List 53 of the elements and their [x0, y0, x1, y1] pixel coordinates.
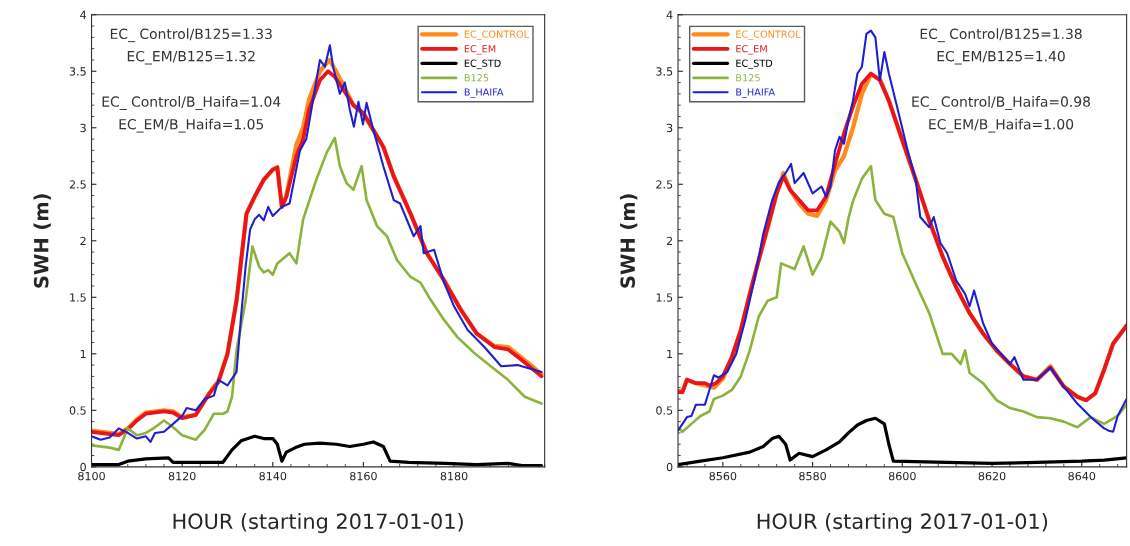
- legend-label: B_HAIFA: [464, 88, 504, 98]
- line-series: [678, 29, 1127, 433]
- y-tick-label: 0.5: [656, 406, 673, 415]
- y-tick-label: 1.5: [656, 293, 673, 302]
- annotation: EC_ Control/B125=1.38: [920, 28, 1082, 43]
- y-tick-label: 0: [666, 462, 673, 472]
- legend-label: B125: [464, 74, 489, 82]
- y-tick-label: 3: [666, 123, 673, 133]
- y-tick-label: 0.5: [69, 406, 86, 415]
- legend-label: EC_EM: [464, 45, 496, 55]
- y-tick-label: 1: [80, 349, 86, 359]
- line-series: [678, 164, 1127, 434]
- annotation: EC_ Control/B125=1.33: [110, 28, 272, 43]
- legend-label: EC_STD: [464, 59, 501, 70]
- y-tick-label: 2.5: [656, 180, 673, 189]
- y-tick-label: 2: [666, 236, 673, 246]
- annotation: EC_EM/B125=1.32: [127, 50, 255, 65]
- x-tick-label: 8160: [350, 471, 377, 481]
- legend-label: B_HAIFA: [736, 88, 775, 98]
- x-tick-label: 8560: [709, 471, 737, 481]
- x-tick-label: 8140: [259, 471, 287, 481]
- y-tick-label: 3: [80, 123, 86, 133]
- x-axis-title: HOUR (starting 2017-01-01): [757, 513, 1048, 534]
- y-tick-label: 2: [80, 236, 86, 246]
- x-tick-label: 8580: [799, 471, 826, 481]
- annotation: EC_ Control/B_Haifa=1.04: [102, 96, 281, 110]
- y-tick-label: 1: [667, 349, 673, 359]
- y-axis-title: SWH (m): [620, 194, 638, 288]
- y-tick-label: 3.5: [656, 67, 673, 76]
- line-series: [91, 136, 543, 452]
- legend-label: B125: [736, 74, 760, 82]
- legend-label: EC_CONTROL: [736, 30, 801, 40]
- legend-label: EC_STD: [736, 59, 773, 70]
- y-tick-label: 2.5: [69, 180, 86, 189]
- annotation: EC_ Control/B_Haifa=0.98: [912, 96, 1091, 110]
- x-tick-label: 8120: [168, 471, 196, 481]
- x-axis-title: HOUR (starting 2017-01-01): [173, 513, 463, 534]
- y-axis-title: SWH (m): [33, 194, 51, 288]
- annotation: EC_EM/B_Haifa=1.00: [929, 118, 1074, 133]
- legend-label: EC_CONTROL: [464, 30, 530, 40]
- y-tick-label: 4: [666, 10, 673, 19]
- x-tick-label: 8640: [1068, 471, 1096, 481]
- y-tick-label: 1.5: [70, 293, 86, 302]
- x-tick-label: 8180: [440, 471, 468, 481]
- legend-label: EC_EM: [736, 45, 767, 55]
- annotation: EC_EM/B_Haifa=1.05: [119, 118, 264, 133]
- annotation: EC_EM/B125=1.40: [937, 50, 1065, 65]
- y-tick-label: 4: [80, 10, 87, 19]
- x-tick-label: 8100: [78, 471, 105, 481]
- x-tick-label: 8600: [888, 471, 916, 481]
- y-tick-label: 0: [80, 462, 86, 472]
- x-tick-label: 8620: [978, 471, 1006, 481]
- y-tick-label: 3.5: [69, 67, 86, 76]
